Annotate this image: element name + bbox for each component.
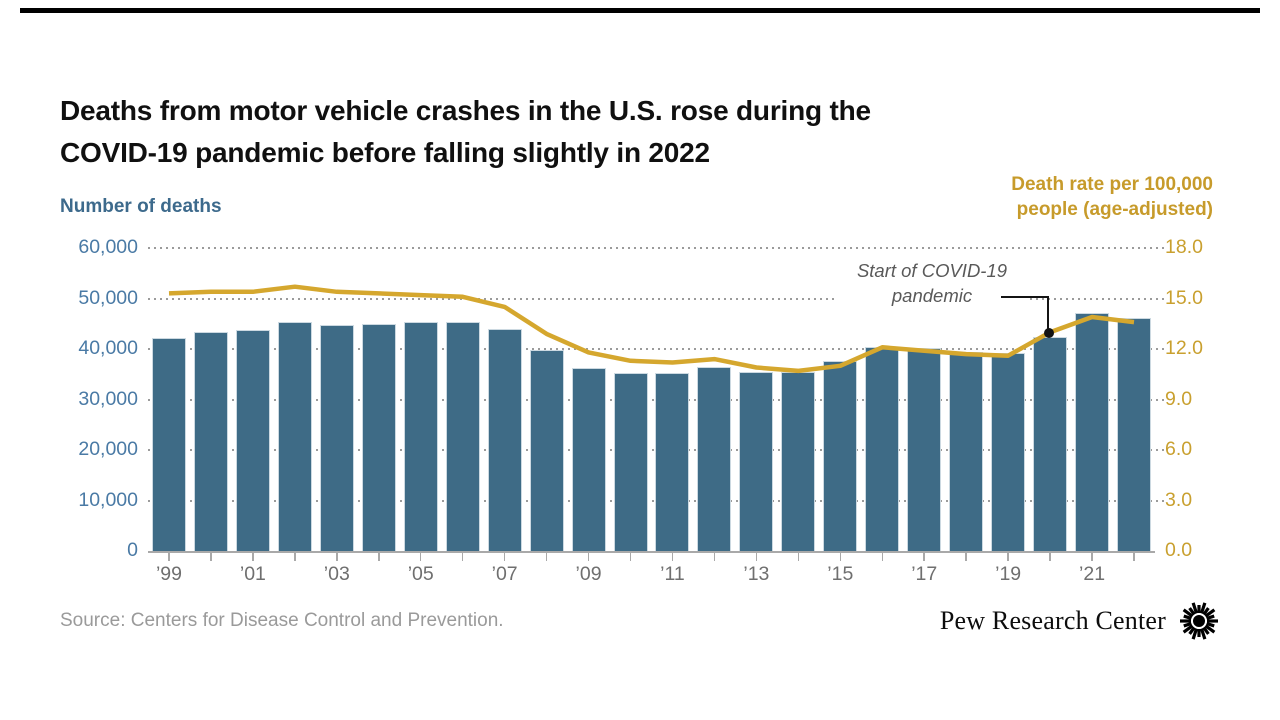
bar-2022 — [1117, 317, 1152, 551]
x-axis-tick — [294, 552, 296, 561]
x-axis-tick — [168, 552, 170, 561]
pew-sunburst-logo-icon — [1180, 602, 1218, 640]
chart-title-line2: COVID-19 pandemic before falling slightl… — [60, 137, 710, 168]
source-note: Source: Centers for Disease Control and … — [60, 610, 504, 631]
bar-2016 — [865, 347, 900, 551]
bar-2018 — [949, 351, 984, 551]
bar-2021 — [1075, 313, 1110, 551]
bar-2014 — [781, 372, 816, 551]
x-axis-label: ’01 — [239, 563, 266, 585]
x-axis-tick — [1133, 552, 1135, 561]
x-axis-tick — [1091, 552, 1093, 561]
x-axis-label: ’19 — [995, 563, 1022, 585]
x-axis-label: ’13 — [743, 563, 770, 585]
x-axis-label: ’21 — [1079, 563, 1106, 585]
y-axis-label-right: 6.0 — [1165, 438, 1193, 460]
x-axis-label: ’07 — [491, 563, 518, 585]
x-axis-tick — [419, 552, 422, 561]
y-axis-label-right: 15.0 — [1165, 286, 1203, 309]
y-axis-label-right: 12.0 — [1165, 337, 1203, 359]
x-axis-tick — [503, 552, 506, 561]
x-axis-label: ’99 — [155, 563, 182, 585]
x-axis-tick — [336, 552, 338, 561]
x-axis-tick — [965, 552, 967, 561]
annotation-connector-vertical — [1047, 296, 1049, 329]
bar-2009 — [571, 368, 606, 551]
bar-2019 — [991, 353, 1026, 551]
x-axis-tick — [755, 552, 758, 561]
y-axis-label-right: 18.0 — [1165, 236, 1203, 258]
covid-annotation-line2: pandemic — [891, 285, 973, 306]
bar-2020 — [1033, 336, 1068, 551]
top-black-rule — [20, 8, 1260, 13]
bar-2008 — [529, 350, 564, 551]
x-axis-tick — [252, 552, 254, 561]
right-axis-title-line2: people (age-adjusted) — [1016, 199, 1213, 220]
bar-2000 — [193, 331, 228, 551]
x-axis-baseline — [148, 551, 1155, 553]
y-axis-label-right: 9.0 — [1165, 387, 1193, 410]
bar-2017 — [907, 348, 942, 551]
x-axis-tick — [210, 552, 212, 561]
y-axis-label-left: 50,000 — [78, 286, 138, 309]
x-axis-tick — [629, 552, 632, 561]
bar-2001 — [235, 329, 270, 551]
brand-wordmark: Pew Research Center — [939, 606, 1166, 635]
x-axis-tick — [671, 552, 674, 561]
y-axis-label-left: 20,000 — [78, 438, 138, 460]
bar-2003 — [319, 324, 354, 551]
bar-2012 — [697, 367, 732, 551]
bar-2010 — [613, 372, 648, 551]
y-axis-label-right: 3.0 — [1165, 488, 1193, 511]
bar-1999 — [151, 337, 186, 551]
bar-2013 — [739, 372, 774, 551]
x-axis-label: ’17 — [911, 563, 938, 585]
x-axis-tick — [713, 552, 716, 561]
right-axis-title: Death rate per 100,000 people (age-adjus… — [1011, 172, 1213, 222]
y-axis-label-left: 0 — [127, 539, 138, 561]
x-axis-tick — [1007, 552, 1009, 561]
x-axis-tick — [797, 552, 800, 561]
chart-title-line1: Deaths from motor vehicle crashes in the… — [60, 95, 871, 126]
chart-title: Deaths from motor vehicle crashes in the… — [60, 90, 871, 174]
right-axis-title-line1: Death rate per 100,000 — [1011, 174, 1213, 195]
covid-annotation: Start of COVID-19 pandemic — [836, 258, 1028, 308]
x-axis-tick — [545, 552, 548, 561]
bar-2004 — [361, 324, 396, 551]
x-axis-tick — [378, 552, 380, 561]
x-axis-tick — [839, 552, 842, 561]
x-axis-tick — [881, 552, 884, 561]
covid-annotation-line1: Start of COVID-19 — [856, 260, 1008, 281]
bar-2011 — [655, 372, 690, 551]
annotation-marker-dot — [1044, 328, 1054, 338]
gridline — [148, 247, 1167, 249]
x-axis-tick — [923, 552, 925, 561]
x-axis-label: ’03 — [323, 563, 350, 585]
x-axis-tick — [587, 552, 590, 561]
x-axis-label: ’15 — [827, 563, 854, 585]
y-axis-label-left: 30,000 — [78, 387, 138, 410]
x-axis-tick — [1049, 552, 1051, 561]
brand-lockup: Pew Research Center — [940, 600, 1220, 642]
y-axis-label-right: 0.0 — [1165, 539, 1193, 561]
annotation-connector-horizontal — [1001, 296, 1048, 298]
bar-2006 — [445, 322, 480, 551]
x-axis-label: ’05 — [407, 563, 434, 585]
bar-2007 — [487, 328, 522, 551]
y-axis-label-left: 40,000 — [78, 337, 138, 359]
bar-2002 — [277, 321, 312, 551]
bar-2015 — [823, 360, 858, 551]
x-axis-tick — [461, 552, 464, 561]
left-axis-title: Number of deaths — [60, 196, 222, 217]
y-axis-label-left: 60,000 — [78, 236, 138, 258]
bar-2005 — [403, 321, 438, 551]
x-axis-label: ’09 — [575, 563, 602, 585]
x-axis-label: ’11 — [660, 563, 685, 585]
y-axis-label-left: 10,000 — [78, 488, 138, 511]
